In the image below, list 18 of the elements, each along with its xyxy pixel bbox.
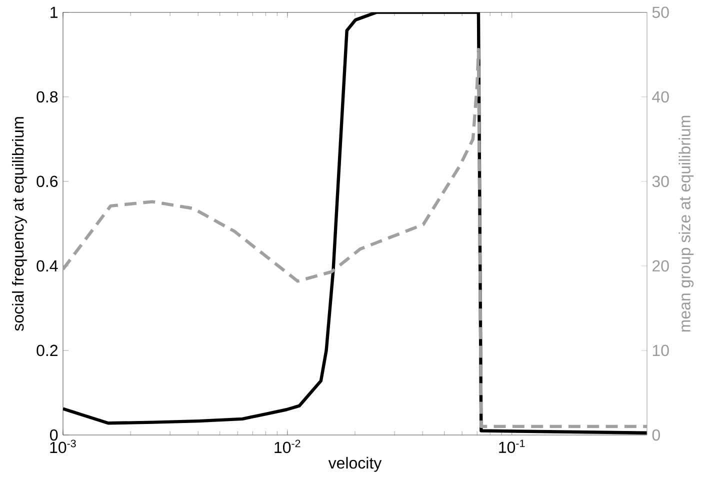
- x-tick-label: 10$^{-1}$: [499, 440, 525, 453]
- y2-axis-title: mean group size at equilibrium: [678, 116, 694, 332]
- y-tick-label: 1: [50, 6, 58, 18]
- y-axis-title: social frequency at equilibrium: [12, 117, 27, 331]
- y-tick-label: 0.6: [36, 176, 58, 188]
- x-axis-title: velocity: [328, 456, 382, 472]
- y2-tick-label: 0: [652, 429, 660, 441]
- y2-tick-label: 10: [652, 344, 669, 356]
- y2-tick-label: 40: [652, 91, 669, 103]
- y-tick-label: 0.8: [36, 91, 58, 103]
- y-tick-label: 0.4: [36, 260, 58, 272]
- x-tick-label: 10$^{-2}$: [274, 440, 300, 454]
- y2-tick-label: 30: [652, 176, 669, 188]
- x-tick-label: 10$^{-3}$: [50, 440, 76, 454]
- y2-tick-label: 50: [652, 6, 669, 18]
- y-tick-label: 0.2: [36, 344, 58, 356]
- y-tick-label: 0: [50, 429, 58, 441]
- y2-tick-label: 20: [652, 260, 669, 272]
